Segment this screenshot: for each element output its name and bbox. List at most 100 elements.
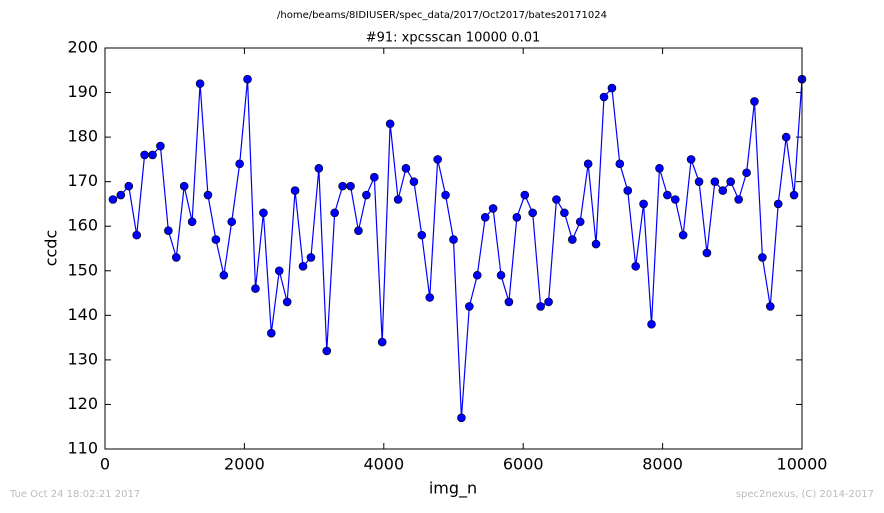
plot-frame	[104, 47, 803, 450]
data-point	[401, 164, 411, 173]
x-tick-label: 10000	[777, 455, 828, 474]
x-tick-label: 2000	[224, 455, 265, 474]
x-tick-label: 0	[100, 455, 110, 474]
data-point	[742, 168, 751, 178]
data-point	[393, 195, 403, 204]
x-axis-label: img_n	[429, 479, 477, 499]
y-tick-label: 120	[67, 394, 98, 413]
y-tick-label: 160	[67, 216, 98, 235]
data-point	[346, 181, 355, 191]
data-point	[734, 195, 743, 204]
y-tick-label: 130	[67, 349, 98, 368]
data-point	[631, 262, 640, 271]
data-point	[694, 177, 704, 186]
data-point	[322, 346, 332, 356]
data-point	[765, 302, 775, 311]
data-point	[108, 195, 118, 204]
data-point	[148, 150, 157, 160]
data-point	[132, 230, 142, 240]
y-tick-label: 140	[67, 305, 98, 324]
y-axis-label: ccdc	[42, 230, 61, 267]
data-point	[156, 141, 165, 151]
data-point	[560, 208, 569, 218]
footer-right: spec2nexus, (C) 2014-2017	[736, 489, 874, 500]
data-point	[583, 159, 593, 169]
data-point	[599, 92, 609, 102]
y-tick-label: 150	[67, 260, 98, 279]
data-point	[314, 164, 324, 173]
data-point	[552, 195, 561, 204]
data-point	[338, 181, 347, 191]
data-point	[520, 190, 530, 200]
data-point	[488, 204, 498, 213]
data-point	[686, 155, 696, 164]
data-point	[251, 284, 260, 293]
data-point	[187, 217, 197, 227]
y-tick-label: 190	[67, 82, 98, 101]
data-point	[512, 213, 522, 222]
data-point	[179, 181, 189, 191]
data-point	[385, 119, 395, 129]
data-point	[172, 253, 181, 262]
data-point	[544, 297, 553, 307]
data-point	[472, 270, 482, 280]
data-point	[615, 159, 625, 169]
data-point	[496, 270, 506, 280]
data-point	[267, 328, 276, 338]
x-tick-label: 6000	[503, 455, 544, 474]
data-line	[112, 79, 803, 418]
data-point	[116, 190, 126, 200]
data-point	[259, 208, 268, 218]
y-tick-label: 110	[67, 439, 98, 458]
chart-title: #91: xpcsscan 10000 0.01	[366, 31, 541, 46]
data-point	[647, 319, 656, 329]
data-point	[670, 195, 680, 204]
data-point	[298, 262, 308, 271]
data-point	[607, 83, 617, 93]
data-point	[504, 297, 514, 307]
data-point	[330, 208, 339, 218]
data-point	[750, 97, 759, 106]
data-point	[290, 186, 300, 195]
data-point	[164, 226, 173, 235]
data-point	[243, 74, 252, 84]
data-point	[575, 217, 585, 227]
data-point	[227, 217, 237, 227]
data-point	[678, 230, 688, 240]
data-point	[274, 266, 284, 276]
data-point	[773, 199, 783, 209]
data-point	[377, 337, 387, 347]
data-point	[306, 253, 316, 262]
data-point	[203, 190, 213, 200]
data-point	[211, 235, 221, 244]
data-point	[362, 190, 371, 200]
data-point	[140, 150, 149, 160]
data-point	[789, 190, 799, 200]
data-point	[480, 213, 490, 222]
footer-left: Tue Oct 24 18:02:21 2017	[9, 489, 140, 500]
data-point	[710, 177, 720, 186]
data-point	[655, 164, 664, 173]
data-point	[124, 181, 134, 191]
y-tick-label: 170	[67, 171, 98, 190]
data-point	[235, 159, 244, 169]
data-point	[591, 239, 601, 249]
data-point	[781, 132, 791, 142]
data-point	[219, 270, 229, 280]
data-point	[465, 302, 474, 311]
data-point	[282, 297, 292, 307]
data-point	[726, 177, 735, 186]
y-tick-label: 180	[67, 127, 98, 146]
data-point	[639, 199, 648, 209]
x-tick-label: 8000	[642, 455, 683, 474]
data-point	[449, 235, 458, 244]
data-point	[441, 190, 450, 200]
data-point	[568, 235, 577, 244]
data-point	[433, 155, 442, 164]
data-point	[457, 413, 466, 423]
data-point	[702, 248, 712, 258]
data-point	[528, 208, 537, 218]
data-point	[536, 302, 545, 311]
data-point	[354, 226, 363, 235]
